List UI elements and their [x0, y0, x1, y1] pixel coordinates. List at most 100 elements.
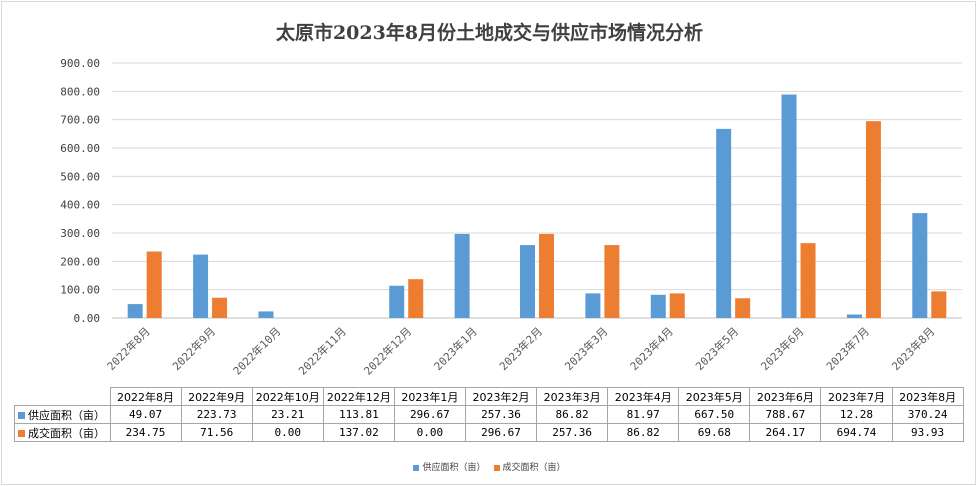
x-tick-label: 2023年1月	[431, 324, 480, 373]
x-tick-label: 2023年5月	[692, 324, 741, 373]
table-cell: 370.24	[891, 405, 964, 424]
table-header-cell: 2022年10月	[251, 387, 324, 406]
table-cell: 86.82	[536, 405, 609, 424]
table-cell: 667.50	[678, 405, 751, 424]
legend-label: 成交面积（亩）	[502, 463, 566, 473]
table-cell: 69.68	[678, 423, 751, 442]
legend-item: 成交面积（亩）	[493, 460, 566, 473]
x-tick-label: 2022年12月	[361, 324, 415, 378]
table-header-cell: 2023年3月	[536, 387, 609, 406]
series-label: 成交面积（亩）	[28, 426, 105, 440]
bar-deal	[735, 298, 751, 318]
bar-deal	[669, 293, 685, 318]
table-cell: 694.74	[820, 423, 893, 442]
table-cell: 296.67	[393, 405, 466, 424]
bar-deal	[146, 251, 162, 318]
table-header-cell: 2023年5月	[678, 387, 751, 406]
table-cell: 0.00	[251, 423, 324, 442]
bar-deal	[408, 279, 424, 318]
x-tick-label: 2023年7月	[823, 324, 872, 373]
y-tick-label: 600.00	[60, 142, 100, 155]
legend-swatch	[413, 464, 420, 471]
table-cell: 296.67	[464, 423, 538, 442]
bar-deal	[539, 233, 554, 318]
table-cell: 86.82	[607, 423, 680, 442]
table-cell: 264.17	[749, 423, 822, 442]
table-cell: 137.02	[322, 423, 395, 442]
x-tick-label: 2023年6月	[758, 324, 807, 373]
table-cell: 223.73	[180, 405, 253, 424]
table-row: 成交面积（亩） 234.75 71.56 0.00 137.02 0.00 296.67 25…	[14, 423, 964, 442]
table-cell: 257.36	[464, 405, 538, 424]
table-cell: 234.75	[109, 423, 182, 442]
y-tick-label: 200.00	[60, 255, 100, 268]
table-header-cell: 2022年8月	[109, 387, 182, 406]
series-swatch	[18, 412, 25, 419]
table-cell: 0.00	[393, 423, 466, 442]
table-cell: 93.93	[891, 423, 964, 442]
x-tick-label: 2023年4月	[627, 324, 676, 373]
bar-supply	[389, 285, 405, 318]
table-header-cell: 2023年4月	[607, 387, 680, 406]
table-corner	[14, 387, 111, 406]
x-tick-label: 2023年8月	[889, 324, 938, 373]
x-tick-label: 2023年2月	[496, 324, 545, 373]
legend-item: 供应面积（亩）	[413, 460, 486, 473]
legend-label: 供应面积（亩）	[422, 463, 486, 473]
table-header-cell: 2022年9月	[180, 387, 253, 406]
series-swatch	[18, 430, 25, 437]
bar-supply	[781, 94, 797, 318]
bar-deal	[212, 297, 228, 318]
bar-supply	[193, 254, 209, 318]
table-row-label: 成交面积（亩）	[14, 423, 111, 442]
table-cell: 49.07	[109, 405, 182, 424]
x-tick-label: 2022年8月	[104, 324, 153, 373]
y-tick-label: 0.00	[74, 312, 101, 325]
table-cell: 71.56	[180, 423, 253, 442]
chart-title: 太原市2023年8月份土地成交与供应市场情况分析	[275, 22, 704, 44]
table-cell: 113.81	[322, 405, 395, 424]
y-tick-label: 800.00	[60, 85, 100, 98]
y-tick-label: 300.00	[60, 227, 100, 240]
bar-supply	[520, 245, 535, 318]
bar-supply	[716, 128, 732, 318]
x-tick-label: 2022年11月	[295, 324, 349, 378]
x-tick-label: 2022年9月	[169, 324, 218, 373]
table-header-cell: 2023年1月	[393, 387, 466, 406]
table-cell: 81.97	[607, 405, 680, 424]
bar-supply	[454, 233, 470, 318]
data-table: 2022年8月 2022年9月 2022年10月 2022年12月 2023年1月 202…	[14, 387, 964, 442]
bar-supply	[650, 294, 666, 318]
y-tick-label: 900.00	[60, 57, 100, 70]
table-header-cell: 2022年12月	[322, 387, 395, 406]
y-tick-label: 500.00	[60, 170, 100, 183]
bar-supply	[258, 311, 274, 318]
table-header-cell: 2023年2月	[464, 387, 538, 406]
bar-supply	[127, 304, 143, 318]
x-tick-label: 2022年10月	[230, 324, 284, 378]
bar-deal	[800, 243, 816, 318]
chart-plot: 0.00 100.00 200.00 300.00 400.00 500.00 600.00…	[60, 57, 962, 378]
x-tick-label: 2023年3月	[562, 324, 611, 373]
table-row: 供应面积（亩） 49.07 223.73 23.21 113.81 296.67 257.3…	[14, 405, 964, 424]
series-label: 供应面积（亩）	[28, 408, 105, 422]
bar-deal	[931, 291, 947, 318]
bar-deal	[604, 245, 620, 318]
table-header-cell: 2023年6月	[749, 387, 822, 406]
table-cell: 23.21	[251, 405, 324, 424]
y-tick-label: 700.00	[60, 114, 100, 127]
bar-deal	[865, 121, 881, 318]
table-cell: 12.28	[820, 405, 893, 424]
y-tick-label: 400.00	[60, 199, 100, 212]
table-cell: 257.36	[536, 423, 609, 442]
table-header-cell: 2023年7月	[820, 387, 893, 406]
table-header-cell: 2023年8月	[891, 387, 964, 406]
bar-supply	[912, 213, 928, 318]
table-row-label: 供应面积（亩）	[14, 405, 111, 424]
y-tick-label: 100.00	[60, 284, 100, 297]
bar-supply	[846, 314, 862, 318]
chart-legend: 供应面积（亩） 成交面积（亩）	[2, 460, 977, 473]
legend-swatch	[493, 464, 500, 471]
bar-supply	[585, 293, 601, 318]
